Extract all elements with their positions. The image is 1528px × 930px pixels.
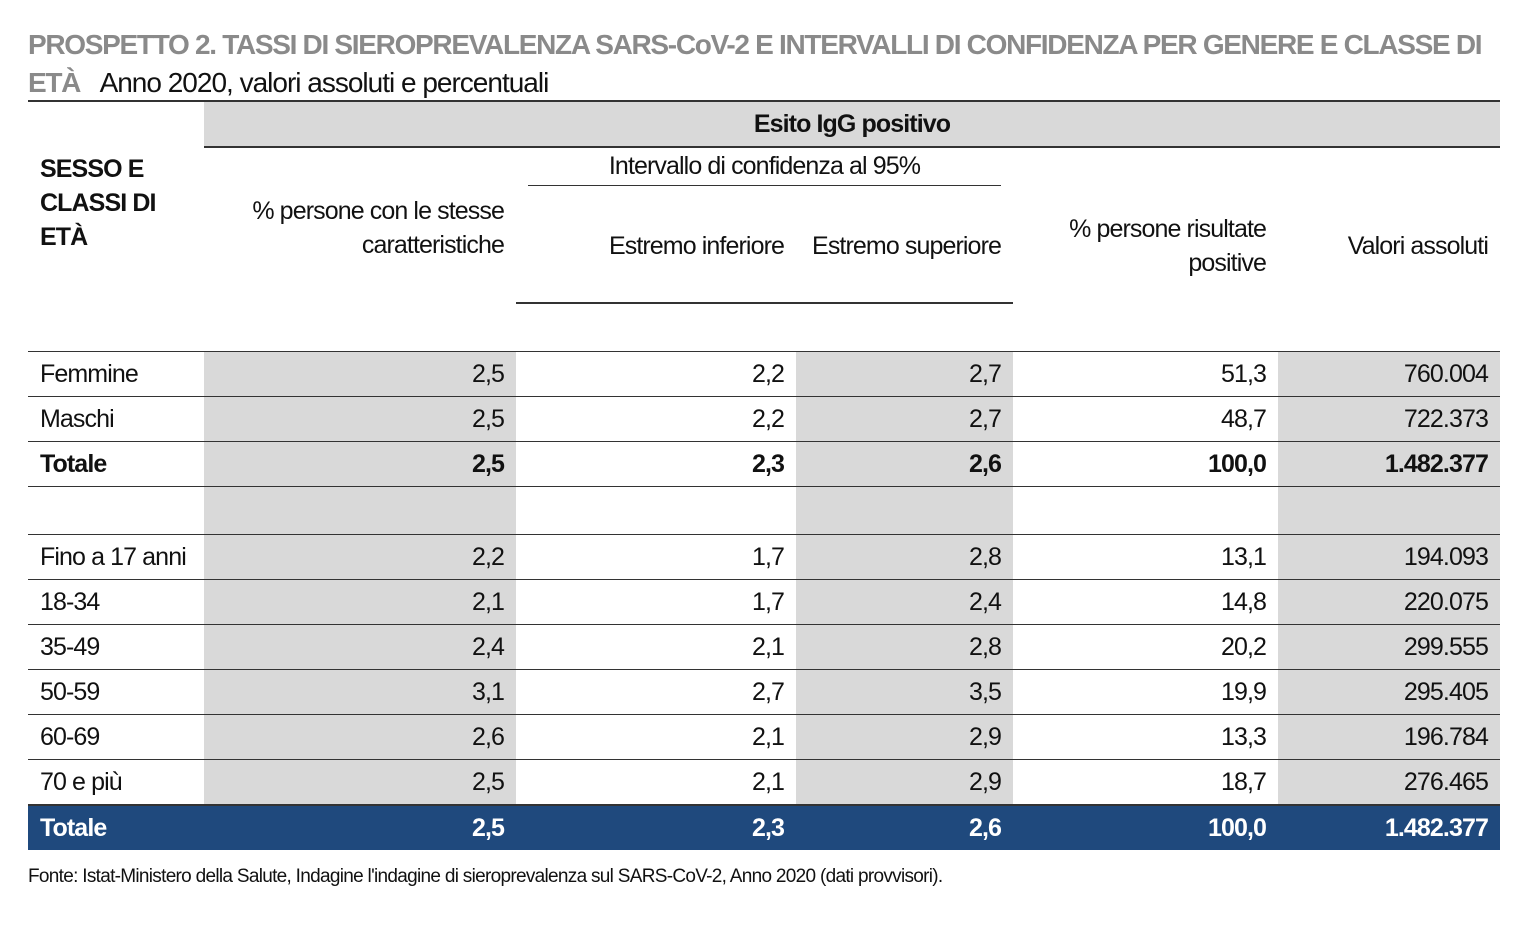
row-header-label: SESSO E CLASSI DI ETÀ (40, 155, 156, 251)
source-note: Fonte: Istat-Ministero della Salute, Ind… (28, 866, 943, 887)
table-row: 50-59 3,1 2,7 3,5 19,9 295.405 (28, 669, 1500, 715)
cell: 2,5 (204, 441, 516, 487)
cell: 2,6 (204, 714, 516, 760)
cell: 2,8 (796, 624, 1013, 670)
cell: 19,9 (1013, 669, 1278, 715)
cell: 2,3 (516, 804, 796, 850)
col-header-upper: Estremo superiore (796, 190, 1013, 304)
cell: 2,1 (204, 579, 516, 625)
cell: 2,1 (516, 759, 796, 805)
cell: 1.482.377 (1278, 804, 1500, 850)
cell: 2,4 (796, 579, 1013, 625)
cell: 2,5 (204, 804, 516, 850)
col-header-absolute: Valori assoluti (1347, 231, 1489, 260)
cell: 2,4 (204, 624, 516, 670)
cell: 2,2 (516, 396, 796, 442)
cell: 2,7 (796, 396, 1013, 442)
cell: 13,1 (1013, 534, 1278, 580)
cell: 2,8 (796, 534, 1013, 580)
cell: 1,7 (516, 579, 796, 625)
cell: 760.004 (1278, 351, 1500, 397)
row-label: 50-59 (28, 669, 204, 715)
table-row: 70 e più 2,5 2,1 2,9 18,7 276.465 (28, 759, 1500, 805)
cell: 100,0 (1013, 441, 1278, 487)
cell: 2,1 (516, 714, 796, 760)
row-label: Femmine (28, 351, 204, 397)
row-label: Totale (28, 804, 204, 850)
cell: 2,9 (796, 714, 1013, 760)
cell: 220.075 (1278, 579, 1500, 625)
cell: 18,7 (1013, 759, 1278, 805)
row-label: Fino a 17 anni (28, 534, 204, 580)
cell: 2,6 (796, 441, 1013, 487)
cell: 3,1 (204, 669, 516, 715)
cell: 48,7 (1013, 396, 1278, 442)
table-row: 35-49 2,4 2,1 2,8 20,2 299.555 (28, 624, 1500, 670)
cell: 20,2 (1013, 624, 1278, 670)
cell: 100,0 (1013, 804, 1278, 850)
cell: 14,8 (1013, 579, 1278, 625)
ci-group-label: Intervallo di confidenza al 95% (528, 152, 1001, 186)
cell: 2,9 (796, 759, 1013, 805)
cell: 276.465 (1278, 759, 1500, 805)
table-row: Maschi 2,5 2,2 2,7 48,7 722.373 (28, 396, 1500, 442)
seroprevalence-table: SESSO E CLASSI DI ETÀ Esito IgG positivo… (28, 100, 1500, 850)
table-row: Fino a 17 anni 2,2 1,7 2,8 13,1 194.093 (28, 534, 1500, 580)
cell: 2,6 (796, 804, 1013, 850)
cell: 13,3 (1013, 714, 1278, 760)
cell: 722.373 (1278, 396, 1500, 442)
title-prefix: PROSPETTO 2. TASSI DI SIEROPREVALENZA SA… (28, 29, 1483, 98)
cell: 2,5 (204, 759, 516, 805)
col-header-pct-same: % persone con le stesse caratteristiche (252, 196, 505, 259)
title-subtitle: Anno 2020, valori assoluti e percentuali (99, 67, 550, 98)
cell: 2,5 (204, 351, 516, 397)
col-header-lower: Estremo inferiore (516, 190, 796, 304)
row-label: Maschi (28, 396, 204, 442)
col-header-pct-positive: % persone risultate positive (1069, 214, 1267, 277)
cell: 2,2 (204, 534, 516, 580)
row-label: Totale (28, 441, 204, 487)
cell: 1.482.377 (1278, 441, 1500, 487)
table-row-total: Totale 2,5 2,3 2,6 100,0 1.482.377 (28, 804, 1500, 850)
cell: 2,1 (516, 624, 796, 670)
cell: 3,5 (796, 669, 1013, 715)
table-row-subtotal: Totale 2,5 2,3 2,6 100,0 1.482.377 (28, 441, 1500, 487)
table-row: 60-69 2,6 2,1 2,9 13,3 196.784 (28, 714, 1500, 760)
cell: 2,7 (516, 669, 796, 715)
cell: 299.555 (1278, 624, 1500, 670)
cell: 2,5 (204, 396, 516, 442)
cell: 51,3 (1013, 351, 1278, 397)
group-header: Esito IgG positivo (204, 100, 1500, 148)
ci-group-header: Intervallo di confidenza al 95% (516, 147, 1013, 190)
cell: 2,2 (516, 351, 796, 397)
cell: 196.784 (1278, 714, 1500, 760)
cell: 295.405 (1278, 669, 1500, 715)
cell: 2,7 (796, 351, 1013, 397)
row-label: 60-69 (28, 714, 204, 760)
cell: 1,7 (516, 534, 796, 580)
row-label: 70 e più (28, 759, 204, 805)
cell: 2,3 (516, 441, 796, 487)
row-label: 18-34 (28, 579, 204, 625)
table-row: 18-34 2,1 1,7 2,4 14,8 220.075 (28, 579, 1500, 625)
table-title: PROSPETTO 2. TASSI DI SIEROPREVALENZA SA… (28, 26, 1508, 102)
table-row: Femmine 2,5 2,2 2,7 51,3 760.004 (28, 351, 1500, 397)
row-label: 35-49 (28, 624, 204, 670)
cell: 194.093 (1278, 534, 1500, 580)
